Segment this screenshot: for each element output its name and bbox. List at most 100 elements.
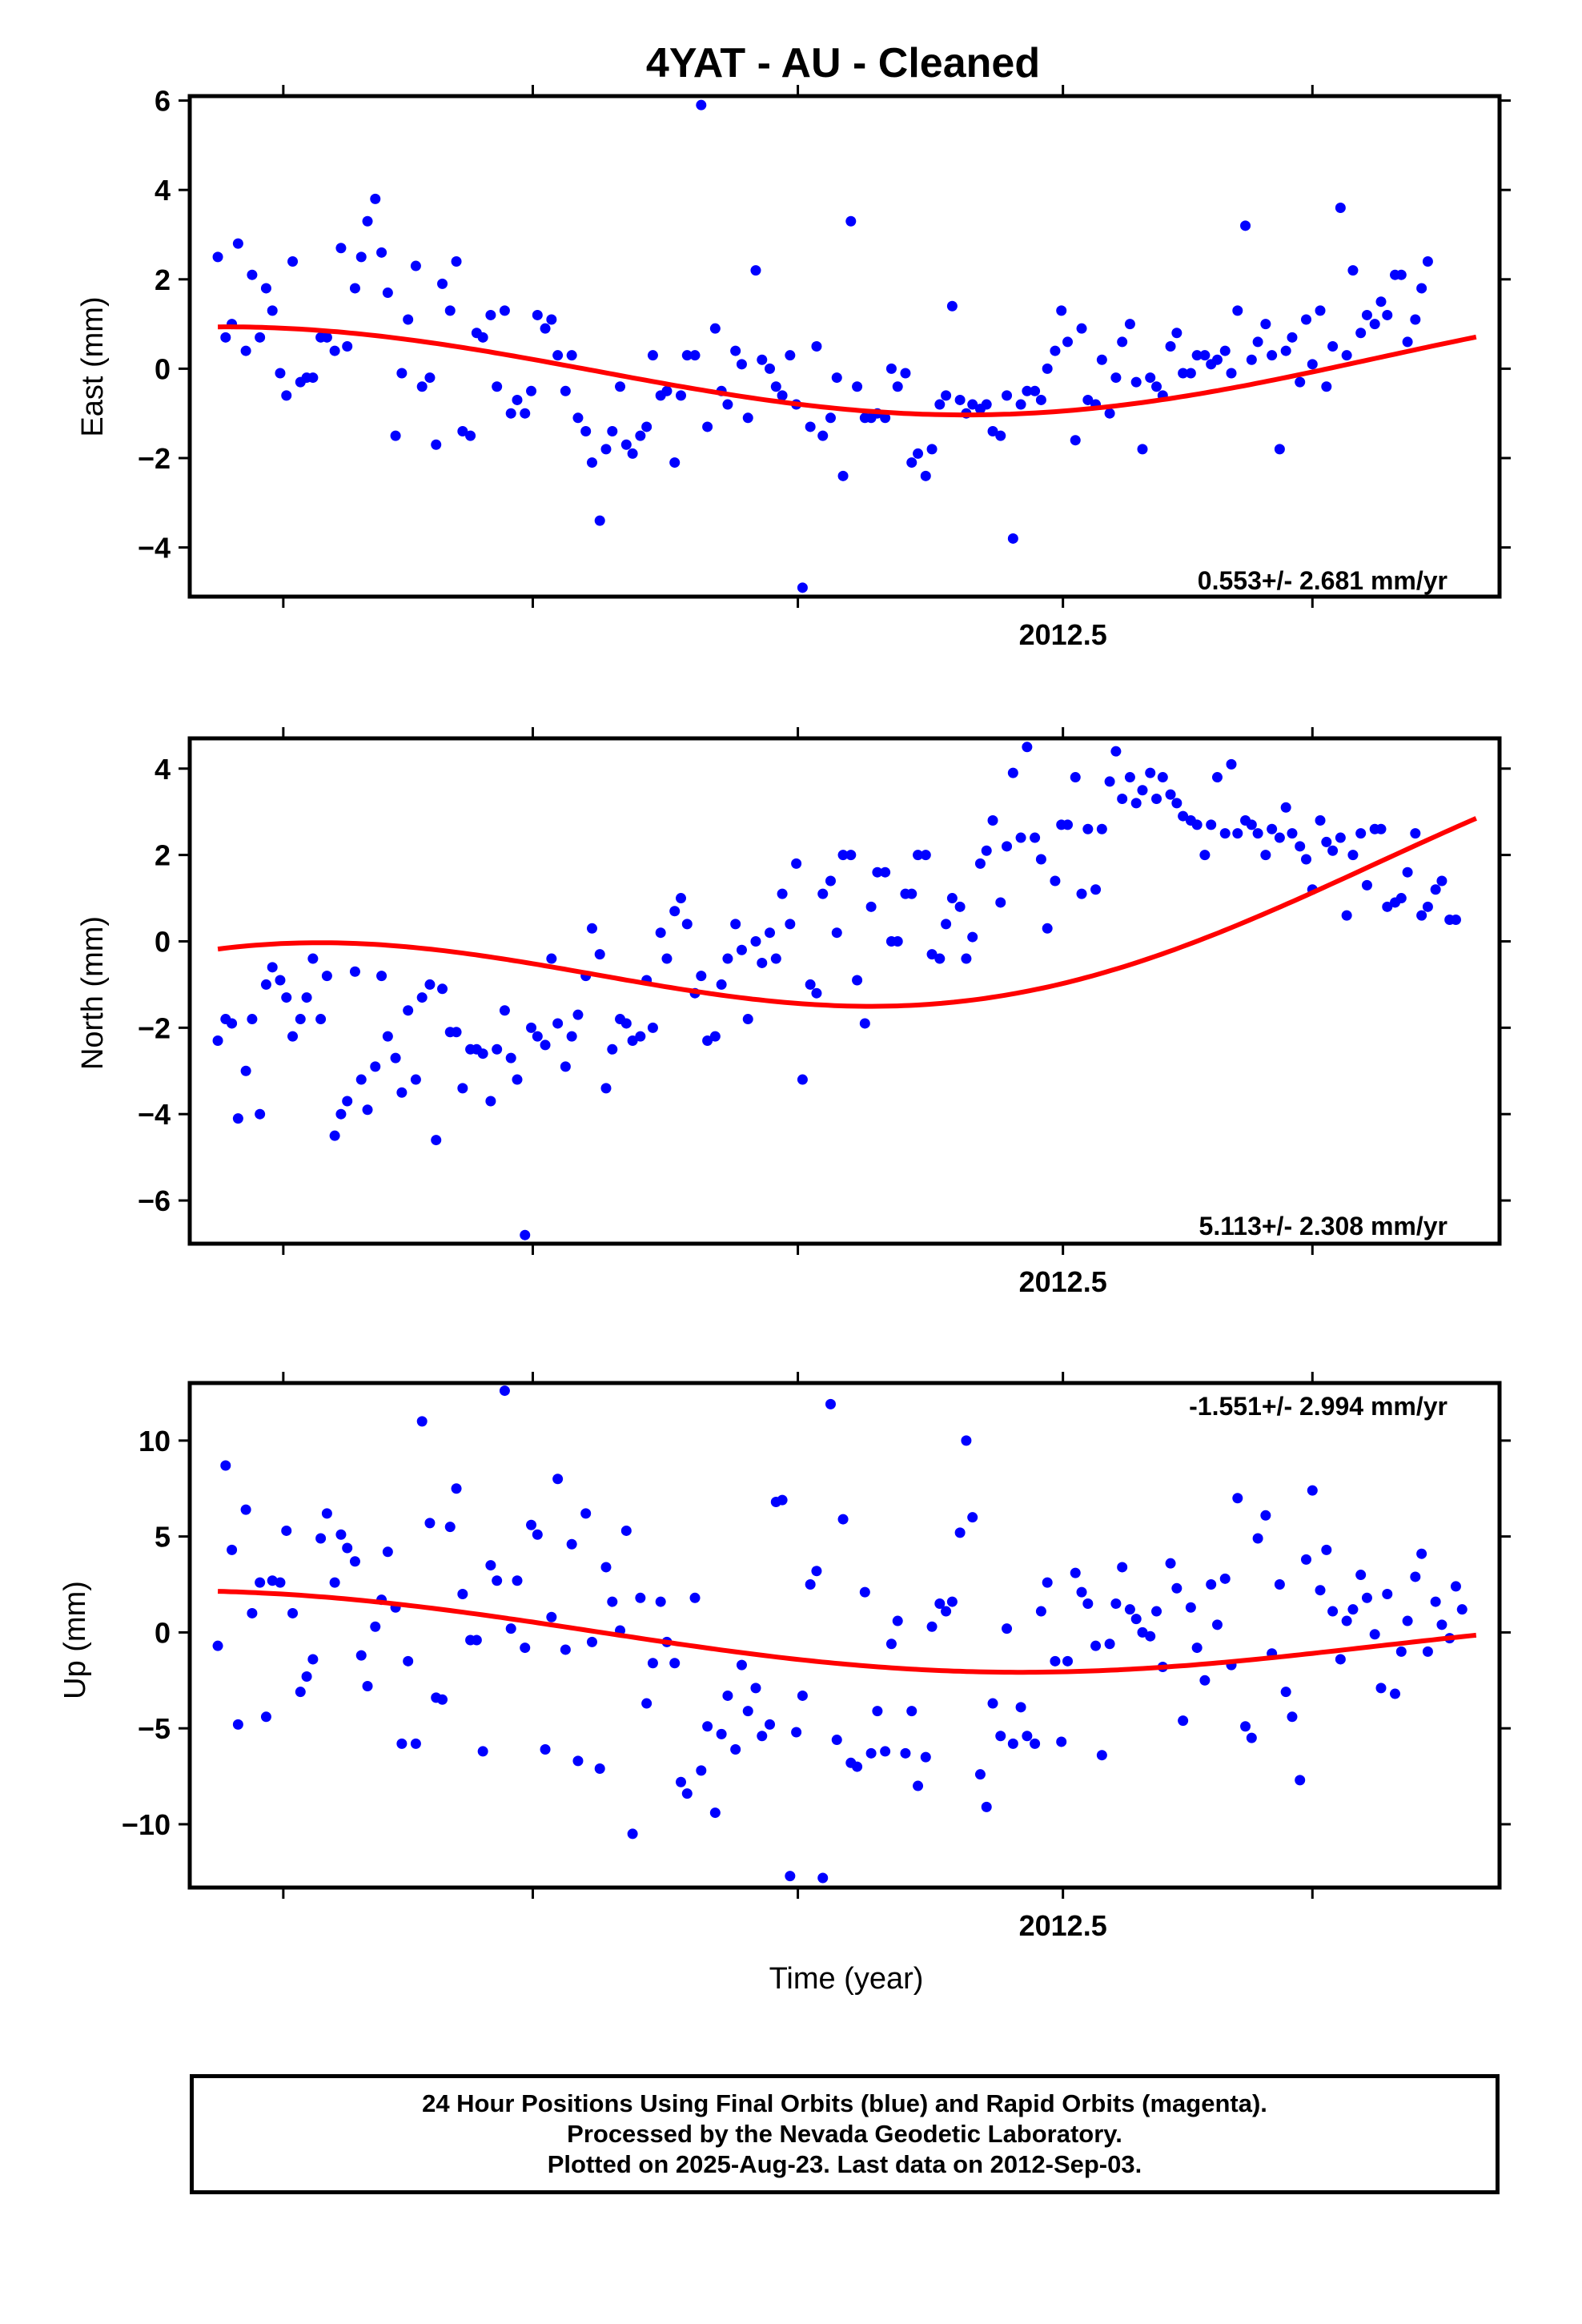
north-data-point bbox=[1070, 772, 1081, 783]
up-data-point bbox=[791, 1727, 802, 1738]
up-data-point bbox=[987, 1698, 998, 1709]
up-data-point bbox=[954, 1527, 966, 1538]
east-y-tick-label: −2 bbox=[138, 442, 171, 475]
east-data-point bbox=[1315, 305, 1326, 316]
north-data-point bbox=[926, 949, 938, 960]
up-data-point bbox=[1471, 0, 1481, 6]
up-data-point bbox=[232, 1719, 243, 1730]
east-data-point bbox=[967, 399, 978, 410]
east-data-point bbox=[1007, 533, 1018, 544]
up-data-point bbox=[805, 1579, 816, 1590]
north-data-point bbox=[1471, 0, 1481, 6]
up-data-point bbox=[1410, 1571, 1421, 1582]
north-data-point bbox=[307, 953, 319, 964]
east-data-point bbox=[1287, 332, 1298, 343]
up-data-point bbox=[1206, 1579, 1217, 1590]
up-data-point bbox=[831, 1735, 842, 1746]
east-data-point bbox=[1211, 354, 1223, 365]
north-data-point bbox=[913, 850, 924, 861]
east-y-tick-label: −4 bbox=[138, 532, 171, 565]
north-data-point bbox=[1157, 772, 1168, 783]
up-data-point bbox=[321, 1508, 332, 1519]
east-data-point bbox=[620, 439, 632, 450]
up-data-point bbox=[600, 1562, 612, 1573]
up-data-point bbox=[1171, 1582, 1182, 1594]
east-data-point bbox=[1416, 283, 1427, 294]
up-data-point bbox=[342, 1542, 353, 1554]
east-data-point bbox=[1145, 372, 1156, 384]
east-y-tick-label: 0 bbox=[155, 352, 171, 385]
north-data-point bbox=[267, 962, 278, 973]
north-data-point bbox=[232, 1113, 243, 1124]
up-data-point bbox=[1369, 1629, 1380, 1640]
east-data-point bbox=[247, 269, 258, 280]
footer-line-3: Plotted on 2025-Aug-23. Last data on 201… bbox=[547, 2150, 1142, 2178]
east-data-point bbox=[281, 390, 292, 401]
east-data-point bbox=[1280, 345, 1291, 356]
up-data-point bbox=[370, 1621, 381, 1632]
north-data-point bbox=[845, 850, 857, 861]
north-data-point bbox=[1226, 758, 1237, 770]
north-data-point bbox=[1050, 875, 1061, 887]
up-data-point bbox=[1165, 1558, 1176, 1569]
up-data-point bbox=[1056, 1736, 1067, 1747]
east-data-point bbox=[1035, 394, 1046, 405]
up-data-point bbox=[240, 1504, 251, 1515]
north-plot-area bbox=[212, 0, 1481, 1240]
up-y-tick-label: −10 bbox=[122, 1808, 171, 1841]
north-data-point bbox=[566, 1031, 577, 1042]
north-data-point bbox=[1007, 767, 1018, 778]
north-data-point bbox=[275, 975, 286, 986]
north-data-point bbox=[382, 1031, 393, 1042]
north-panel: North (mm) 5.113+/- 2.308 mm/yr 4 2 0 −2 −4 −… bbox=[76, 0, 1511, 1298]
east-data-point bbox=[995, 430, 1006, 441]
up-data-point bbox=[730, 1744, 741, 1755]
east-data-point bbox=[505, 408, 516, 419]
east-data-point bbox=[1252, 336, 1263, 348]
east-plot-frame bbox=[187, 94, 1502, 599]
east-data-point bbox=[424, 372, 436, 384]
up-y-tick-label: 10 bbox=[139, 1425, 171, 1458]
north-data-point bbox=[627, 1035, 638, 1047]
up-data-point bbox=[1361, 1592, 1372, 1603]
up-data-point bbox=[906, 1706, 917, 1717]
up-data-point bbox=[499, 1385, 510, 1397]
north-data-point bbox=[255, 1108, 266, 1120]
footer-line-1: 24 Hour Positions Using Final Orbits (bl… bbox=[422, 2089, 1267, 2117]
up-data-point bbox=[410, 1738, 421, 1749]
east-data-point bbox=[926, 444, 938, 455]
up-data-point bbox=[777, 1494, 788, 1506]
east-data-point bbox=[260, 283, 271, 294]
up-data-point bbox=[1050, 1655, 1061, 1667]
up-y-tick-label: −5 bbox=[138, 1712, 171, 1745]
up-data-point bbox=[1042, 1577, 1053, 1588]
north-data-point bbox=[1252, 828, 1263, 839]
north-data-point bbox=[526, 1022, 537, 1033]
up-data-point bbox=[329, 1577, 340, 1588]
north-data-point bbox=[831, 927, 842, 939]
east-data-point bbox=[981, 399, 992, 410]
up-data-point bbox=[437, 1694, 448, 1705]
east-data-point bbox=[1124, 319, 1135, 330]
north-data-point bbox=[1341, 910, 1352, 921]
up-data-point bbox=[995, 1731, 1006, 1742]
up-data-point bbox=[1015, 1702, 1026, 1713]
east-data-point bbox=[805, 421, 816, 432]
up-data-point bbox=[709, 1807, 721, 1819]
up-data-point bbox=[382, 1546, 393, 1558]
north-data-point bbox=[1145, 767, 1156, 778]
east-data-point bbox=[1444, 0, 1455, 6]
north-data-point bbox=[716, 979, 727, 990]
east-data-point bbox=[552, 350, 564, 361]
east-data-point bbox=[845, 215, 857, 227]
east-data-point bbox=[1070, 435, 1081, 446]
up-data-point bbox=[1375, 1683, 1387, 1694]
east-data-point bbox=[750, 265, 761, 276]
east-data-point bbox=[1327, 341, 1339, 352]
up-y-tick-label: 5 bbox=[155, 1521, 171, 1554]
up-data-point bbox=[967, 1512, 978, 1523]
east-data-point bbox=[1104, 408, 1115, 419]
east-data-point bbox=[777, 390, 788, 401]
east-data-point bbox=[267, 305, 278, 316]
up-data-point bbox=[1145, 1630, 1156, 1642]
